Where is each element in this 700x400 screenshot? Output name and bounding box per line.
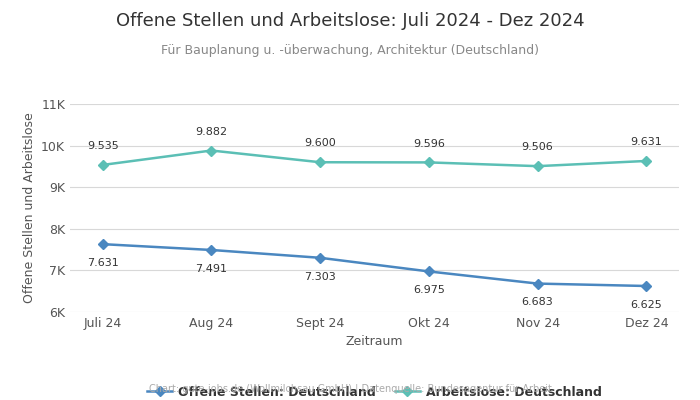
Text: 7.491: 7.491 xyxy=(195,264,228,274)
Text: 6.975: 6.975 xyxy=(413,285,444,295)
Y-axis label: Offene Stellen und Arbeitslose: Offene Stellen und Arbeitslose xyxy=(22,113,36,303)
Text: 6.683: 6.683 xyxy=(522,298,554,308)
X-axis label: Zeitraum: Zeitraum xyxy=(346,336,403,348)
Text: 9.631: 9.631 xyxy=(631,137,662,147)
Text: 9.535: 9.535 xyxy=(87,141,118,151)
Text: Offene Stellen und Arbeitslose: Juli 2024 - Dez 2024: Offene Stellen und Arbeitslose: Juli 202… xyxy=(116,12,584,30)
Text: Chart: gute-jobs.de (Wollmilchsau GmbH) | Datenquelle: Bundesagentur für Arbeit: Chart: gute-jobs.de (Wollmilchsau GmbH) … xyxy=(148,384,552,394)
Text: 9.506: 9.506 xyxy=(522,142,554,152)
Text: 6.625: 6.625 xyxy=(631,300,662,310)
Text: Für Bauplanung u. -überwachung, Architektur (Deutschland): Für Bauplanung u. -überwachung, Architek… xyxy=(161,44,539,57)
Legend: Offene Stellen: Deutschland, Arbeitslose: Deutschland: Offene Stellen: Deutschland, Arbeitslose… xyxy=(142,381,607,400)
Text: 9.882: 9.882 xyxy=(195,127,228,137)
Text: 9.596: 9.596 xyxy=(413,138,444,148)
Text: 9.600: 9.600 xyxy=(304,138,336,148)
Text: 7.631: 7.631 xyxy=(87,258,118,268)
Text: 7.303: 7.303 xyxy=(304,272,336,282)
